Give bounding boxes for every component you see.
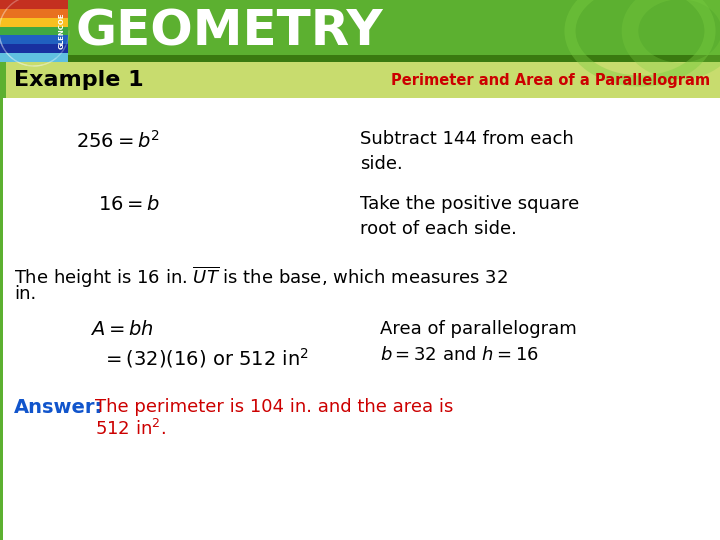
- Text: $A = bh$: $A = bh$: [90, 320, 153, 339]
- Text: The height is 16 in. $\overline{UT}$ is the base, which measures 32: The height is 16 in. $\overline{UT}$ is …: [14, 265, 508, 291]
- Bar: [0, 18, 68, 26]
- Bar: [0, 0, 68, 9]
- Bar: [0, 36, 68, 44]
- Text: $= (32)(16)$ or $512\ \mathrm{in}^2$: $= (32)(16)$ or $512\ \mathrm{in}^2$: [102, 346, 309, 370]
- Text: Subtract 144 from each
side.: Subtract 144 from each side.: [360, 130, 574, 173]
- Bar: [0, 44, 68, 53]
- Text: Take the positive square
root of each side.: Take the positive square root of each si…: [360, 195, 580, 238]
- Text: GLENCOE: GLENCOE: [59, 12, 65, 49]
- Text: 512 in$^2$.: 512 in$^2$.: [95, 419, 166, 439]
- Text: in.: in.: [14, 285, 36, 303]
- Text: Perimeter and Area of a Parallelogram: Perimeter and Area of a Parallelogram: [391, 72, 710, 87]
- Text: $b = 32$ and $h = 16$: $b = 32$ and $h = 16$: [380, 346, 539, 364]
- Bar: [0, 62, 720, 98]
- Bar: [0, 53, 68, 62]
- Bar: [0, 62, 6, 98]
- Text: $256 = b^2$: $256 = b^2$: [76, 130, 160, 152]
- Text: Area of parallelogram: Area of parallelogram: [380, 320, 577, 338]
- Bar: [0, 0, 720, 62]
- Text: Example 1: Example 1: [14, 70, 143, 90]
- Text: $16  =  b$: $16 = b$: [98, 195, 160, 214]
- Bar: [0, 9, 68, 18]
- Bar: [0, 26, 68, 36]
- Bar: [0, 55, 720, 62]
- Text: GEOMETRY: GEOMETRY: [76, 7, 384, 55]
- Bar: [0, 98, 3, 540]
- Text: The perimeter is 104 in. and the area is: The perimeter is 104 in. and the area is: [95, 398, 454, 416]
- Text: Answer:: Answer:: [14, 398, 103, 417]
